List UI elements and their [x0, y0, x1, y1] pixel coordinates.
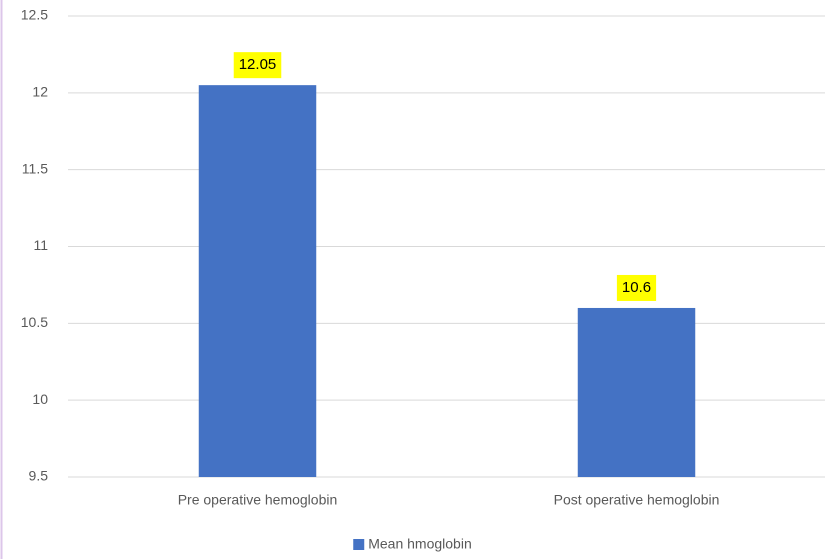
y-tick-label: 10 — [32, 391, 48, 407]
bar — [198, 85, 317, 478]
x-tick-label: Post operative hemoglobin — [554, 492, 720, 508]
value-label: 10.6 — [622, 279, 651, 296]
value-label-background — [616, 274, 657, 301]
y-tick-label: 10.5 — [21, 314, 48, 330]
y-tick-label: 9.5 — [29, 468, 49, 484]
x-tick-label: Pre operative hemoglobin — [178, 492, 338, 508]
y-tick-label: 12.5 — [21, 7, 48, 23]
value-label-background — [233, 52, 282, 79]
legend-label: Mean hmoglobin — [368, 536, 472, 552]
bar — [577, 307, 696, 477]
y-tick-label: 11.5 — [22, 160, 48, 176]
legend-swatch — [353, 539, 365, 550]
y-tick-label: 11 — [33, 237, 48, 253]
y-tick-label: 12 — [32, 84, 48, 100]
value-label: 12.05 — [239, 56, 277, 73]
